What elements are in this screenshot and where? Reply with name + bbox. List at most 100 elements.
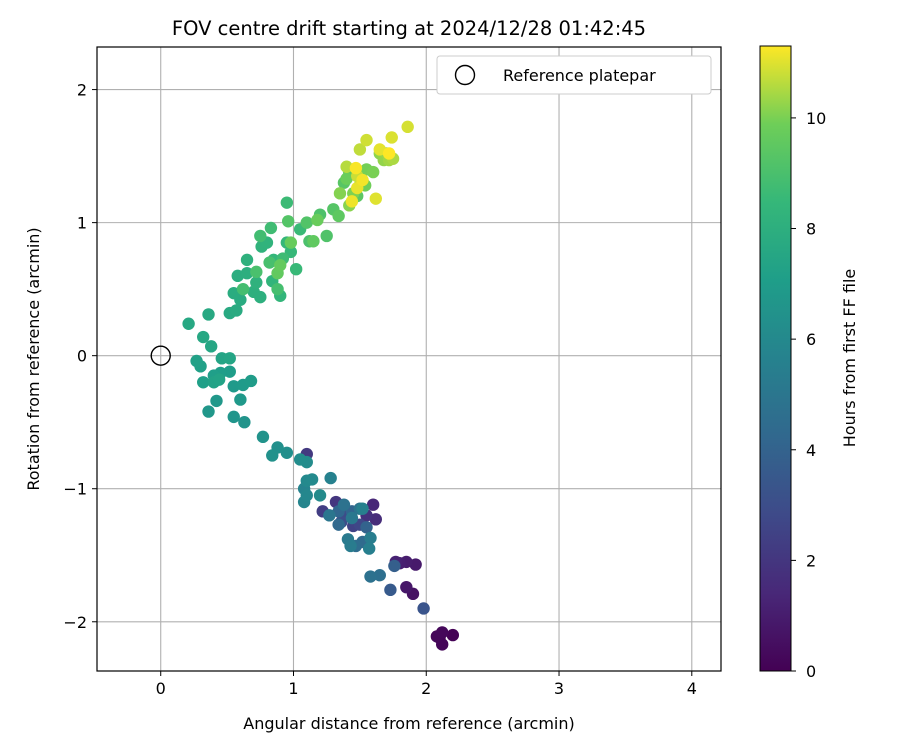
data-point xyxy=(223,352,236,365)
data-point xyxy=(293,453,307,466)
axis-ticks: 0 1 2 3 4 −2 −1 0 1 2 xyxy=(63,81,696,698)
x-tick-label: 2 xyxy=(421,679,431,698)
data-point xyxy=(384,583,397,597)
data-point xyxy=(231,269,244,283)
data-point xyxy=(230,304,243,317)
y-tick-label: −2 xyxy=(63,613,87,632)
data-point xyxy=(369,513,383,526)
data-point xyxy=(197,376,210,389)
colorbar-label: Hours from first FF file xyxy=(840,269,859,448)
y-tick-label: −1 xyxy=(63,480,87,499)
data-point xyxy=(227,380,240,393)
x-axis-label: Angular distance from reference (arcmin) xyxy=(243,714,574,733)
data-point xyxy=(280,196,294,209)
data-point xyxy=(240,266,254,280)
y-tick-label: 0 xyxy=(77,347,87,366)
data-point xyxy=(263,256,276,269)
legend-reference-marker xyxy=(454,64,476,86)
plot-area-frame xyxy=(96,46,722,672)
data-point xyxy=(254,290,267,304)
data-point xyxy=(356,502,369,515)
data-point xyxy=(212,373,226,386)
x-tick-label: 3 xyxy=(554,679,564,698)
colorbar-tick-label: 6 xyxy=(806,330,816,349)
data-point xyxy=(202,308,215,321)
data-point xyxy=(281,215,295,228)
colorbar-tick-label: 8 xyxy=(806,220,816,239)
colorbar-ticks: 0 2 4 6 8 10 xyxy=(791,109,826,681)
data-point xyxy=(417,602,430,615)
data-point xyxy=(337,498,351,511)
data-point xyxy=(400,580,413,594)
data-point xyxy=(364,570,377,583)
data-point xyxy=(234,393,247,406)
y-tick-label: 1 xyxy=(77,214,87,233)
data-point xyxy=(366,498,380,511)
data-point xyxy=(311,213,324,227)
data-point xyxy=(360,521,373,534)
data-point xyxy=(435,626,449,639)
data-point xyxy=(284,236,298,249)
legend: Reference platepar xyxy=(436,55,712,95)
data-point xyxy=(340,172,353,185)
data-point xyxy=(280,446,294,459)
data-point xyxy=(300,216,313,229)
y-axis-label: Rotation from reference (arcmin) xyxy=(24,227,43,490)
data-point xyxy=(382,147,396,160)
data-point xyxy=(356,173,369,187)
reference-platepar-marker xyxy=(150,345,171,366)
data-point xyxy=(182,317,195,330)
data-point xyxy=(227,410,240,424)
data-point xyxy=(197,330,210,344)
data-point xyxy=(305,473,319,486)
scatter-points xyxy=(150,120,460,651)
data-point xyxy=(300,489,313,502)
grid-lines xyxy=(97,47,721,671)
data-point xyxy=(204,340,218,353)
colorbar-tick-label: 10 xyxy=(806,109,826,128)
data-point xyxy=(409,558,422,571)
data-point xyxy=(333,187,347,200)
data-point xyxy=(274,259,287,272)
data-point xyxy=(345,195,359,208)
colorbar-tick-label: 0 xyxy=(806,662,816,681)
chart-title: FOV centre drift starting at 2024/12/28 … xyxy=(172,17,646,40)
data-point xyxy=(360,133,373,147)
legend-box xyxy=(436,55,712,95)
data-point xyxy=(250,265,263,279)
data-point xyxy=(240,253,254,267)
data-point xyxy=(313,489,327,502)
data-point xyxy=(202,405,215,418)
data-point xyxy=(340,160,353,173)
data-point xyxy=(266,449,279,462)
data-point xyxy=(362,542,376,555)
data-point xyxy=(373,143,386,156)
data-point xyxy=(353,143,367,156)
colorbar-gradient xyxy=(759,45,792,672)
data-point xyxy=(210,394,223,408)
data-point xyxy=(344,539,357,553)
data-point xyxy=(345,511,359,525)
data-point xyxy=(264,221,278,235)
data-point xyxy=(323,509,336,522)
data-point xyxy=(373,569,386,582)
data-point xyxy=(366,165,380,179)
data-point xyxy=(385,131,398,144)
data-point xyxy=(271,282,284,296)
data-point xyxy=(254,229,267,243)
data-point xyxy=(332,518,345,531)
x-tick-label: 1 xyxy=(288,679,298,698)
data-point xyxy=(227,286,240,300)
y-tick-label: 2 xyxy=(77,81,87,100)
data-point xyxy=(307,235,320,248)
data-point xyxy=(190,354,203,368)
data-point xyxy=(388,559,401,573)
data-point xyxy=(223,365,236,378)
data-point xyxy=(320,229,333,243)
data-point xyxy=(364,531,377,545)
data-point xyxy=(401,120,414,134)
data-point xyxy=(250,276,263,289)
x-tick-label: 0 xyxy=(156,679,166,698)
x-tick-label: 4 xyxy=(687,679,697,698)
